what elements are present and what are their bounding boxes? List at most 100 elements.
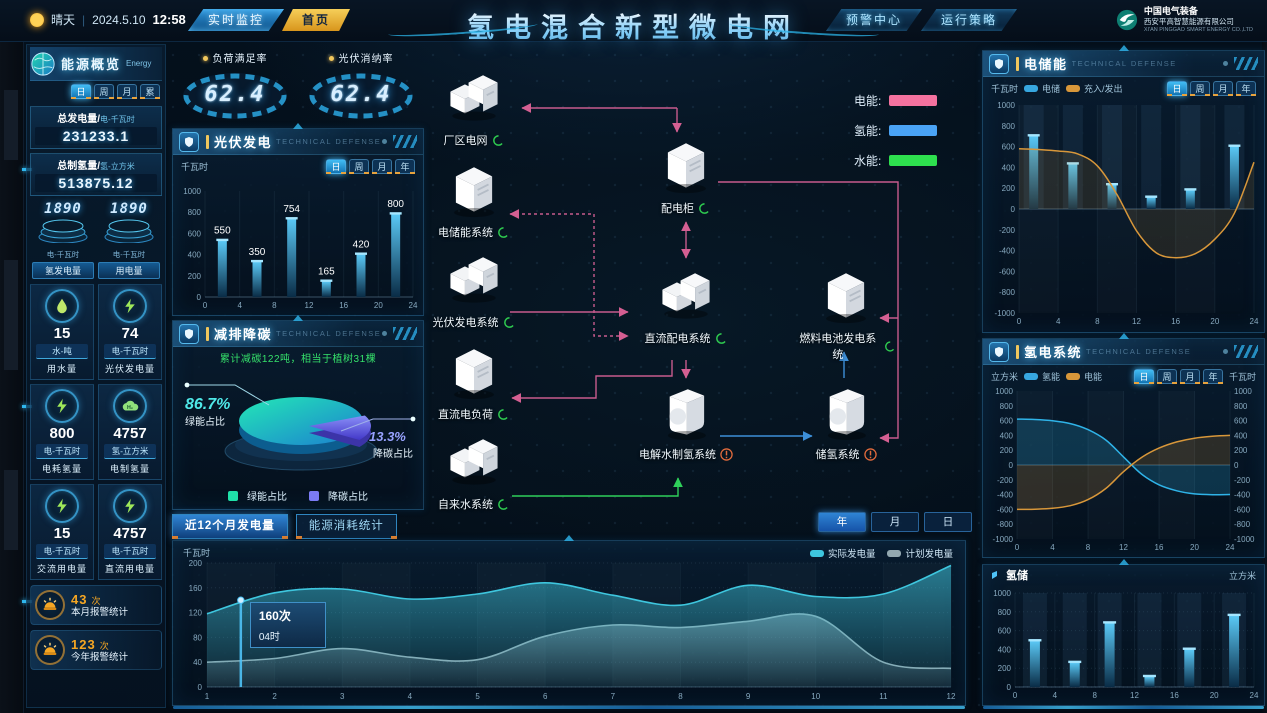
- nav-realtime-monitor[interactable]: 实时监控: [188, 9, 285, 31]
- sidebar-title: 能源概览: [61, 57, 122, 72]
- tab-month[interactable]: 月: [1179, 368, 1200, 384]
- node-6[interactable]: 直流电负荷: [424, 342, 524, 423]
- warning-icon: [720, 447, 733, 461]
- node-2[interactable]: 电储能系统: [424, 160, 524, 241]
- shield-icon: [179, 131, 199, 152]
- total-gen-unit: 电-千瓦时: [100, 115, 135, 124]
- status-dot: [382, 139, 387, 144]
- stat-card: 74 电-千瓦时 光伏发电量: [98, 284, 162, 380]
- tab-year[interactable]: 年: [1202, 368, 1223, 384]
- node-1[interactable]: 配电柜: [636, 136, 736, 217]
- tab-energy-consumption[interactable]: 能源消耗统计: [295, 514, 397, 539]
- nav-operation-strategy[interactable]: 运行策略: [920, 9, 1017, 31]
- h2e-period-tabs: 日 周 月 年: [1133, 368, 1223, 384]
- kpi-label: 光伏消纳率: [302, 50, 420, 65]
- legend-actual-generation[interactable]: 实际发电量: [809, 546, 875, 560]
- tab-day[interactable]: 日: [71, 84, 91, 99]
- svg-text:600: 600: [1234, 417, 1248, 426]
- tab-day[interactable]: 日: [924, 512, 972, 532]
- node-7[interactable]: 电解水制氢系统: [636, 382, 736, 463]
- sun-icon: [30, 12, 44, 27]
- svg-text:165: 165: [318, 267, 335, 278]
- panel-title: 减排降碳: [214, 327, 273, 342]
- legend-storage[interactable]: 电储: [1024, 82, 1060, 95]
- svg-text:8: 8: [1092, 691, 1097, 700]
- tab-day[interactable]: 日: [326, 158, 346, 174]
- node-8[interactable]: 储氢系统: [796, 382, 896, 463]
- warning-icon: [863, 447, 877, 461]
- tab-day[interactable]: 日: [1133, 368, 1154, 384]
- svg-text:1: 1: [205, 692, 210, 701]
- svg-text:4: 4: [237, 301, 242, 310]
- legend-electric[interactable]: 电能: [1066, 370, 1102, 383]
- svg-text:600: 600: [188, 229, 202, 238]
- tab-week[interactable]: 周: [94, 84, 114, 99]
- tab-year[interactable]: 年: [818, 512, 866, 532]
- disc-stack-icon: [38, 219, 88, 244]
- tab-total[interactable]: 累: [140, 84, 160, 99]
- svg-text:24: 24: [1226, 543, 1235, 552]
- tab-week[interactable]: 周: [1156, 368, 1177, 384]
- svg-text:9: 9: [746, 692, 751, 701]
- header-stripes: [1234, 57, 1258, 70]
- node-label: 储氢系统: [815, 449, 860, 461]
- energy-type-legend: 电能: 氢能: 水能:: [854, 92, 938, 169]
- nav-home[interactable]: 首页: [282, 9, 351, 31]
- svg-text:-1000: -1000: [1234, 535, 1255, 544]
- diagram-period-tabs: 年 月 日: [818, 512, 972, 532]
- stat-value: 800: [49, 425, 75, 442]
- status-spinner-icon: [498, 498, 509, 510]
- tab-day[interactable]: 日: [1167, 80, 1187, 96]
- tab-week[interactable]: 周: [349, 158, 369, 174]
- legend-carbon-reduction[interactable]: 降碳占比: [309, 488, 368, 503]
- nav-alert-center[interactable]: 预警中心: [825, 9, 922, 31]
- tab-month[interactable]: 月: [372, 158, 392, 174]
- node-4[interactable]: 直流配电系统: [636, 266, 736, 347]
- svg-text:400: 400: [998, 645, 1012, 654]
- svg-text:1000: 1000: [183, 187, 201, 196]
- svg-text:8: 8: [272, 301, 277, 310]
- tab-month[interactable]: 月: [1213, 80, 1233, 96]
- svg-text:4: 4: [1050, 543, 1055, 552]
- svg-text:350: 350: [249, 247, 266, 258]
- tab-week[interactable]: 周: [1190, 80, 1210, 96]
- scrollbar-decor[interactable]: [173, 706, 965, 709]
- tab-month[interactable]: 月: [871, 512, 919, 532]
- tab-12month-generation[interactable]: 近12个月发电量: [172, 514, 288, 539]
- panel-subtitle: TECHNICAL DEFENSE: [276, 137, 382, 146]
- svg-text:H₂: H₂: [127, 405, 134, 411]
- legend-hydrogen: 氢能:: [854, 122, 938, 139]
- tab-year[interactable]: 年: [1236, 80, 1256, 96]
- legend-green-energy[interactable]: 绿能占比: [228, 488, 287, 503]
- svg-text:800: 800: [387, 199, 404, 210]
- legend-charge-discharge[interactable]: 充入/发出: [1066, 82, 1123, 95]
- logo-mark-icon: [1116, 9, 1137, 30]
- scrollbar-decor[interactable]: [983, 706, 1264, 709]
- hydrogen-electric-curve-chart: 0 4 8 12 16 20 24-1000 -1000-800 -800-600 -600-40…: [993, 387, 1255, 552]
- stat-label: 电耗氢量: [41, 464, 82, 474]
- legend-planned-generation[interactable]: 计划发电量: [887, 546, 953, 560]
- panel-title: 电储能: [1024, 57, 1068, 72]
- legend-hydrogen[interactable]: 氢能: [1024, 370, 1060, 383]
- stat-unit: 电-千瓦时: [104, 544, 156, 559]
- carbon-pie-chart: 86.7% 绿能占比 13.3% 降碳占比: [184, 382, 416, 471]
- svg-text:10: 10: [811, 692, 820, 701]
- node-3[interactable]: 光伏发电系统: [424, 250, 524, 331]
- status-spinner-icon: [715, 332, 727, 344]
- node-5[interactable]: 燃料电池发电系统: [796, 266, 896, 362]
- svg-text:420: 420: [353, 239, 370, 250]
- node-0[interactable]: 厂区电网: [424, 68, 524, 149]
- tab-month[interactable]: 月: [117, 84, 137, 99]
- tab-year[interactable]: 年: [395, 158, 415, 174]
- svg-text:200: 200: [998, 664, 1012, 673]
- svg-text:4: 4: [1056, 317, 1061, 326]
- node-label: 自来水系统: [438, 499, 493, 511]
- svg-text:降碳占比: 降碳占比: [373, 447, 413, 460]
- node-9[interactable]: 自来水系统: [424, 432, 524, 513]
- svg-text:0: 0: [1013, 691, 1018, 700]
- hydrogen-electric-panel: 氢电系统 TECHNICAL DEFENSE 立方米 氢能 电能 日 周 月 年…: [982, 333, 1265, 558]
- svg-text:-200: -200: [999, 226, 1016, 235]
